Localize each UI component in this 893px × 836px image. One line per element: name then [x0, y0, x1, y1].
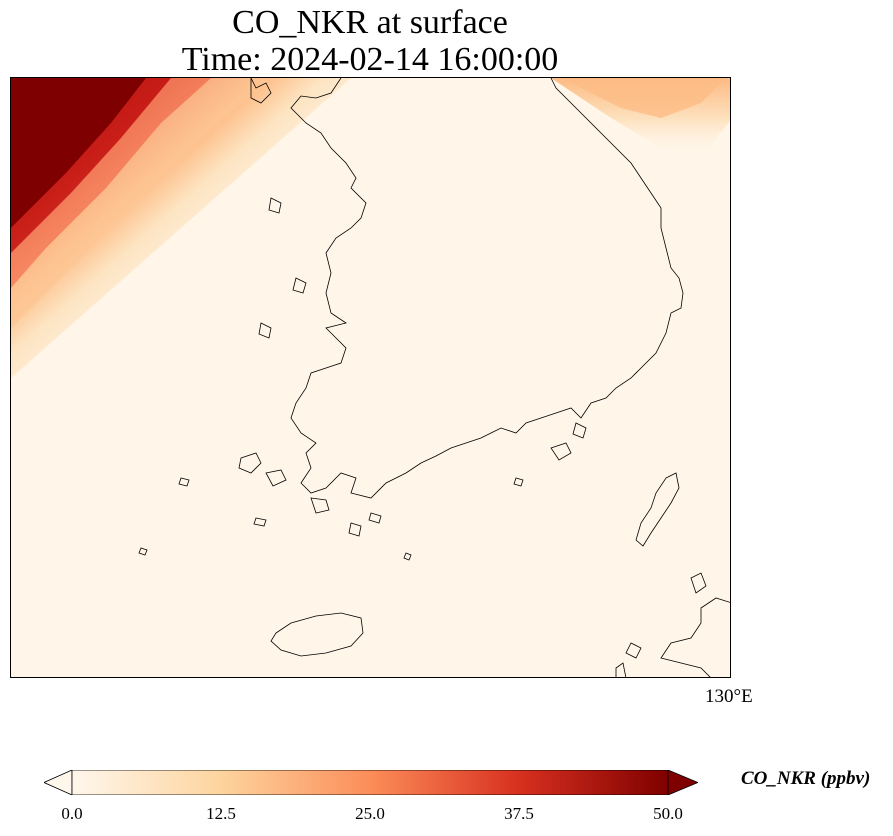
japan-coast [615, 572, 730, 677]
colorbar-label: CO_NKR (ppbv) [741, 768, 871, 789]
map-title-line2: Time: 2024-02-14 16:00:00 [181, 41, 559, 78]
map-panel [10, 77, 731, 678]
jeju-island [270, 612, 364, 657]
colorbar-tick-label: 25.0 [355, 804, 385, 823]
colorbar-tick-label: 37.5 [504, 804, 534, 823]
nw-band-red [11, 78, 171, 253]
ne-core [561, 78, 726, 118]
colorbar-tick-label: 0.0 [61, 804, 83, 823]
colorbar-extend-high [667, 770, 698, 795]
colorbar-tick-label: 12.5 [206, 804, 236, 823]
map-title-line1: CO_NKR at surface [232, 4, 508, 41]
colorbar-extend-low [44, 770, 73, 795]
coastline [138, 78, 730, 677]
concentration-field [11, 78, 730, 677]
west-coast-islands [250, 78, 272, 104]
colorbar [44, 770, 698, 795]
colorbar-body [71, 770, 669, 795]
tsushima-island [635, 472, 680, 547]
longitude-label: 130°E [705, 686, 753, 707]
colorbar-tick-label: 50.0 [653, 804, 683, 823]
korea-mainland-outline [290, 78, 684, 499]
nw-core [11, 78, 146, 228]
